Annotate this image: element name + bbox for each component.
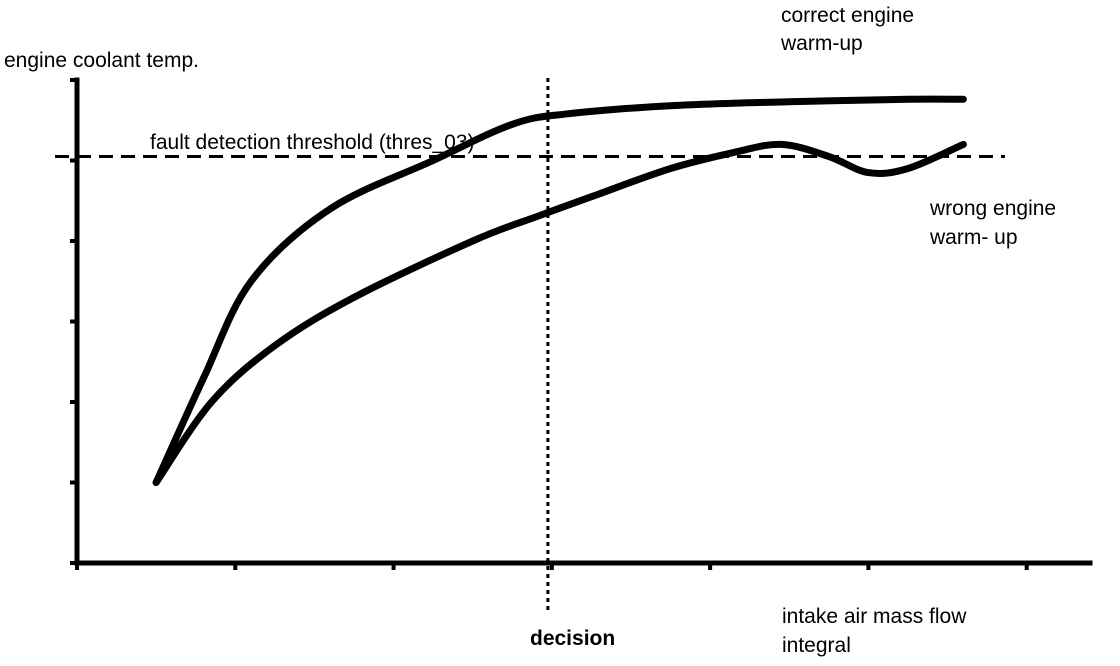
series-label-correct-line1: correct engine [781, 4, 914, 27]
series-label-wrong-line1: wrong engine [929, 197, 1056, 220]
reference-lines [55, 78, 1005, 612]
x-axis-label-line1: intake air mass flow [782, 605, 967, 628]
series-label-correct-line2: warm-up [780, 32, 863, 55]
ticks [70, 78, 1029, 570]
y-axis-label: engine coolant temp. [4, 49, 199, 72]
wrong-warm-up-curve [152, 140, 967, 486]
curves [152, 95, 967, 486]
correct-warm-up-curve [152, 95, 967, 486]
decision-label: decision [530, 627, 615, 650]
x-axis-label-line2: integral [782, 634, 851, 657]
series-label-wrong-line2: warm- up [929, 226, 1018, 249]
threshold-label: fault detection threshold (thres_03) [150, 131, 475, 154]
